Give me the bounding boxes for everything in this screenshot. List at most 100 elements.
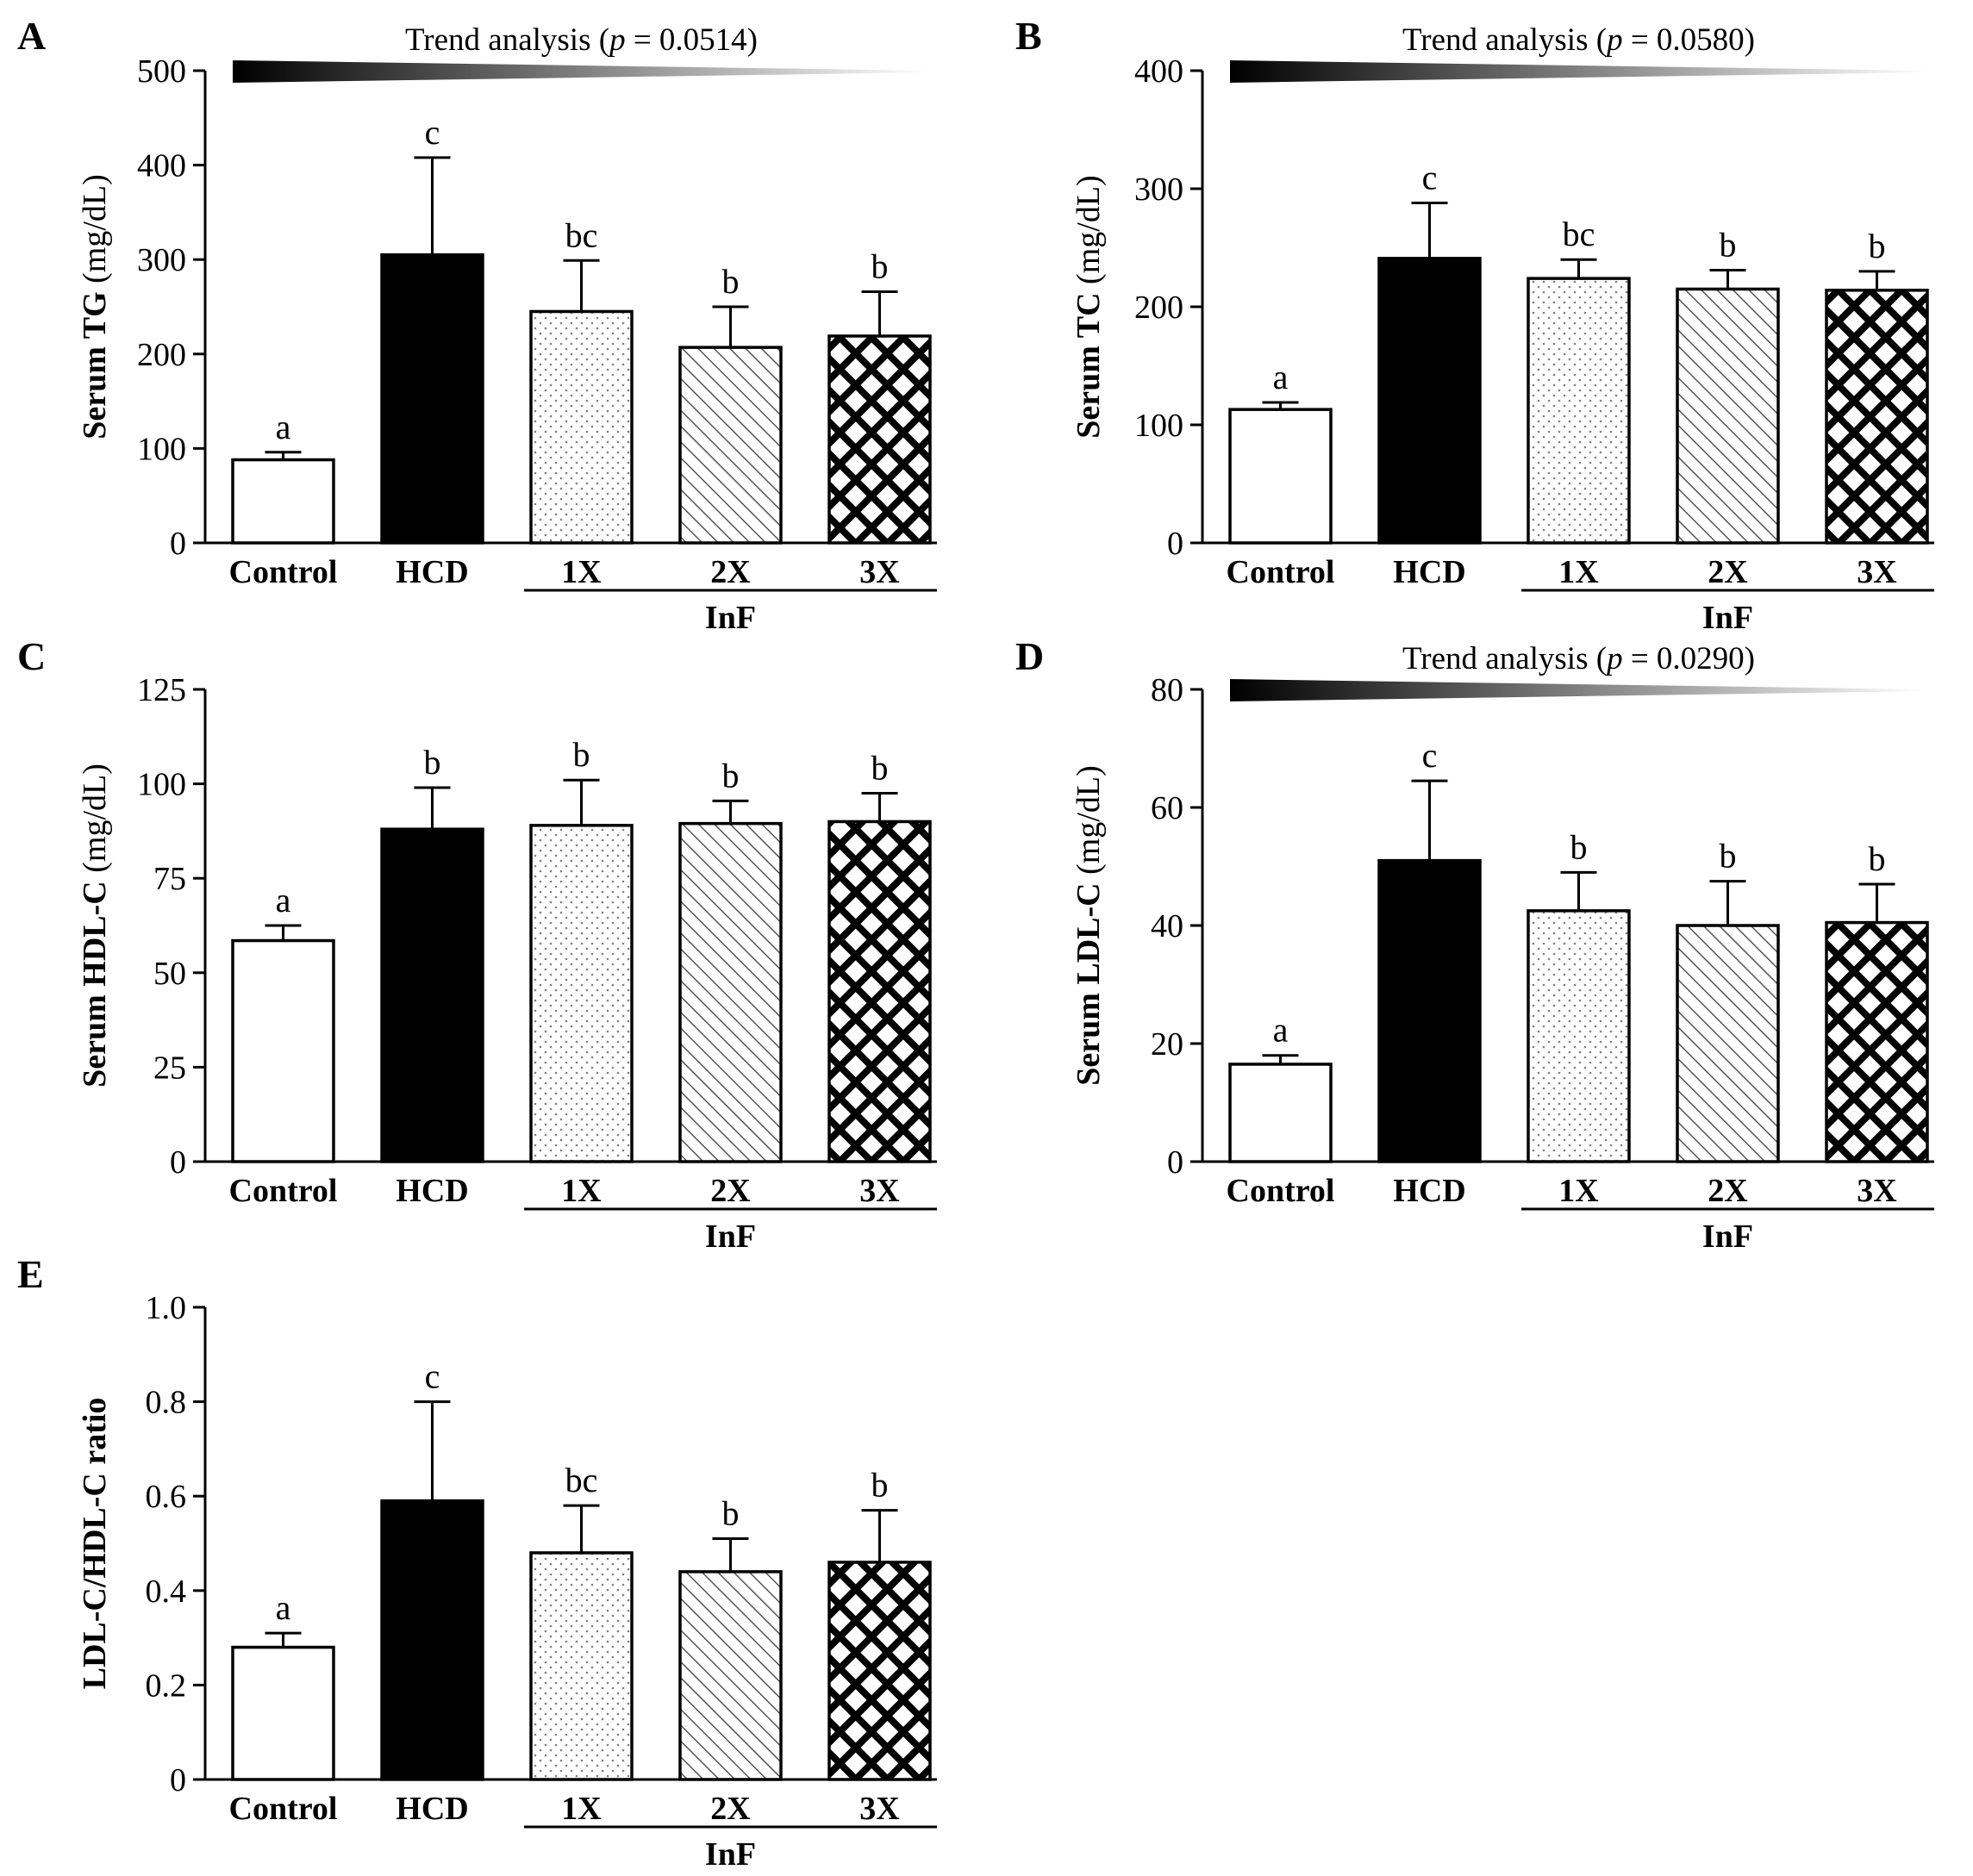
y-axis-label-bold: Serum LDL-C <box>1071 882 1107 1085</box>
significance-label: bc <box>565 1461 598 1499</box>
y-tick-label: 100 <box>137 767 186 803</box>
trend-prefix: Trend analysis ( <box>1402 641 1607 676</box>
y-axis-label: Serum LDL-C (mg/dL) <box>1071 765 1107 1086</box>
y-tick-label: 0 <box>170 1762 186 1798</box>
significance-label: b <box>722 756 740 795</box>
bar-3x <box>1825 920 1929 1163</box>
significance-label: bc <box>1563 215 1595 253</box>
bar-2x <box>678 346 783 545</box>
y-tick-label: 400 <box>137 148 186 184</box>
y-tick-label: 60 <box>1151 790 1183 826</box>
y-tick-label: 0.6 <box>146 1479 187 1515</box>
group-label: InF <box>705 1218 756 1255</box>
category-label: Control <box>229 554 338 590</box>
y-tick-label: 0.2 <box>146 1667 187 1704</box>
category-label: 1X <box>561 554 601 590</box>
y-tick-label: 200 <box>1134 290 1183 326</box>
trend-wedge <box>233 60 930 83</box>
y-tick-label: 40 <box>1151 908 1183 944</box>
category-label: 2X <box>710 554 750 590</box>
category-label: Control <box>1227 1173 1335 1209</box>
bar-1x <box>529 309 634 545</box>
bar-hcd <box>380 1499 484 1781</box>
significance-label: a <box>276 408 291 446</box>
y-tick-label: 1.0 <box>146 1290 187 1326</box>
significance-label: a <box>276 881 291 919</box>
bar-3x <box>827 1561 932 1781</box>
y-tick-label: 200 <box>137 337 186 373</box>
bar-1x <box>529 1551 634 1781</box>
significance-label: b <box>573 735 590 774</box>
significance-label: c <box>425 113 440 152</box>
trend-p-symbol: p <box>607 22 626 58</box>
y-axis-label-bold: Serum TC <box>1071 292 1107 438</box>
category-label: 1X <box>1558 1173 1598 1209</box>
y-axis-label-unit: (mg/dL) <box>77 174 113 291</box>
category-label: 1X <box>561 1791 601 1827</box>
trend-wedge <box>1230 60 1927 83</box>
y-tick-label: 0.4 <box>146 1574 187 1610</box>
panel-e: E 0 0.2 0.4 0.6 0.8 1.0 LDL-C/HDL-C ratio a Contr… <box>17 1252 937 1873</box>
panel-letter: D <box>1015 634 1044 678</box>
category-label: HCD <box>396 1173 468 1209</box>
panel-a: A 0 100 200 300 400 500 Serum TG (mg/dL) a Contro… <box>17 14 937 636</box>
category-label: HCD <box>396 554 468 590</box>
group-label: InF <box>705 600 756 636</box>
trend-analysis-label: Trend analysis (p = 0.0580) <box>1402 22 1755 58</box>
category-label: HCD <box>1393 1173 1465 1209</box>
bar-control <box>1228 408 1333 545</box>
trend-p-value: = 0.0290) <box>1623 641 1755 676</box>
y-axis-label: Serum HDL-C (mg/dL) <box>77 763 113 1088</box>
significance-label: b <box>1869 227 1886 265</box>
bar-3x <box>827 820 932 1163</box>
category-label: 3X <box>859 1791 899 1827</box>
category-label: Control <box>1227 554 1335 590</box>
category-label: 2X <box>710 1791 750 1827</box>
bar-3x <box>1825 289 1929 545</box>
trend-p-symbol: p <box>1604 22 1623 58</box>
y-tick-label: 400 <box>1134 53 1183 90</box>
panel-d: D 0 20 40 60 80 Serum LDL-C (mg/dL) a Control c HC… <box>1015 634 1934 1255</box>
significance-label: a <box>1273 1011 1289 1050</box>
panel-c: C 0 25 50 75 100 125 Serum HDL-C (mg/dL) a Contro… <box>17 634 937 1255</box>
significance-label: b <box>722 1494 740 1533</box>
bar-1x <box>529 824 634 1163</box>
y-tick-label: 50 <box>153 956 186 992</box>
trend-p-value: = 0.0514) <box>626 22 758 58</box>
category-label: Control <box>229 1791 338 1827</box>
category-label: 3X <box>859 554 899 590</box>
category-label: 2X <box>1708 1173 1747 1209</box>
y-tick-label: 20 <box>1151 1026 1183 1063</box>
category-label: 3X <box>1857 554 1896 590</box>
y-axis-label-unit: (mg/dL) <box>77 763 113 881</box>
y-tick-label: 0 <box>170 1144 186 1181</box>
bar-hcd <box>1377 257 1482 545</box>
bar-hcd <box>1377 858 1482 1163</box>
panel-letter: A <box>17 14 46 58</box>
bar-hcd <box>380 252 484 545</box>
y-tick-label: 75 <box>153 861 186 897</box>
category-label: 1X <box>561 1173 601 1209</box>
y-axis-label-bold: LDL-C/HDL-C ratio <box>77 1398 113 1690</box>
bar-1x <box>1527 909 1631 1163</box>
y-tick-label: 300 <box>137 242 186 278</box>
bar-control <box>231 458 335 545</box>
significance-label: a <box>276 1588 291 1627</box>
category-label: 3X <box>859 1173 899 1209</box>
y-tick-label: 0 <box>1167 1144 1183 1181</box>
bar-control <box>1228 1063 1333 1163</box>
y-tick-label: 0 <box>1167 526 1183 562</box>
bar-control <box>231 938 335 1163</box>
significance-label: a <box>1273 358 1289 396</box>
significance-label: c <box>1422 736 1438 775</box>
panel-letter: E <box>17 1252 44 1296</box>
trend-p-symbol: p <box>1604 641 1623 676</box>
significance-label: b <box>1570 827 1588 866</box>
significance-label: c <box>1422 158 1438 196</box>
significance-label: b <box>871 1466 889 1505</box>
trend-prefix: Trend analysis ( <box>1402 22 1607 58</box>
y-axis-label: LDL-C/HDL-C ratio <box>77 1398 113 1690</box>
panel-letter: B <box>1015 14 1042 58</box>
trend-analysis-label: Trend analysis (p = 0.0514) <box>405 22 758 58</box>
y-axis-label: Serum TG (mg/dL) <box>77 174 113 439</box>
